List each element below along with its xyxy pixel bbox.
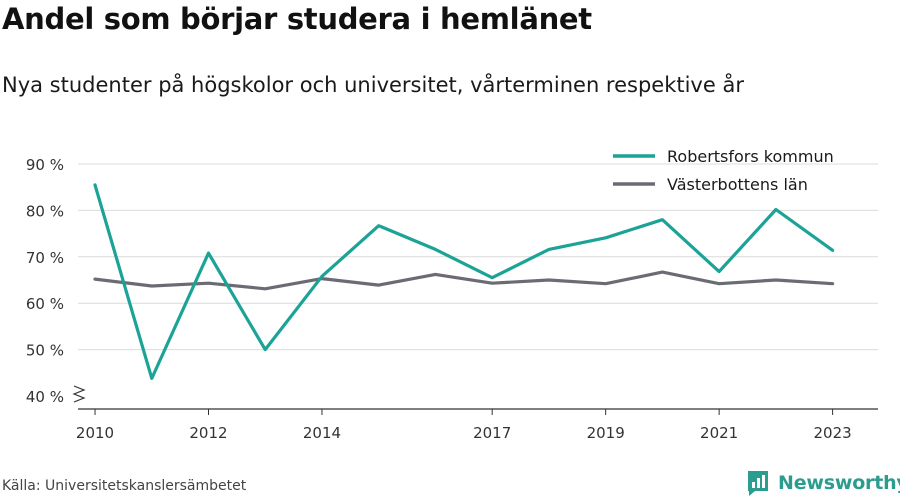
series-line-vasterbotten: [93, 270, 835, 291]
x-tick-label: 2019: [587, 424, 625, 442]
chart-title: Andel som börjar studera i hemlänet: [2, 2, 592, 36]
x-tick-label: 2017: [473, 424, 511, 442]
legend-label: Robertsfors kommun: [667, 147, 834, 166]
series-line-robertsfors: [93, 183, 835, 380]
source-note: Källa: Universitetskanslersämbetet: [2, 478, 247, 494]
y-tick-label: 90 %: [26, 156, 64, 174]
legend-label: Västerbottens län: [667, 175, 808, 194]
line-chart: 40 % 50 % 60 % 70 % 80 % 90 % 2010 2012 2014 2017…: [26, 147, 878, 442]
y-tick-label: 50 %: [26, 342, 64, 360]
y-tick-label: 80 %: [26, 202, 64, 220]
x-tick-label: 2010: [76, 424, 114, 442]
brand-logo[interactable]: Newsworthy: [746, 468, 900, 498]
axis-break-icon: [72, 385, 86, 403]
x-tick-label: 2012: [189, 424, 227, 442]
brand-name: Newsworthy: [778, 472, 900, 494]
y-tick-label: 60 %: [26, 295, 64, 313]
y-tick-label: 40 %: [26, 388, 64, 406]
x-tick-label: 2014: [303, 424, 341, 442]
x-tick-label: 2023: [814, 424, 852, 442]
chart-subtitle: Nya studenter på högskolor och universit…: [2, 73, 744, 97]
newsworthy-logo-icon: [748, 471, 768, 496]
y-tick-label: 70 %: [26, 249, 64, 267]
x-tick-label: 2021: [700, 424, 738, 442]
